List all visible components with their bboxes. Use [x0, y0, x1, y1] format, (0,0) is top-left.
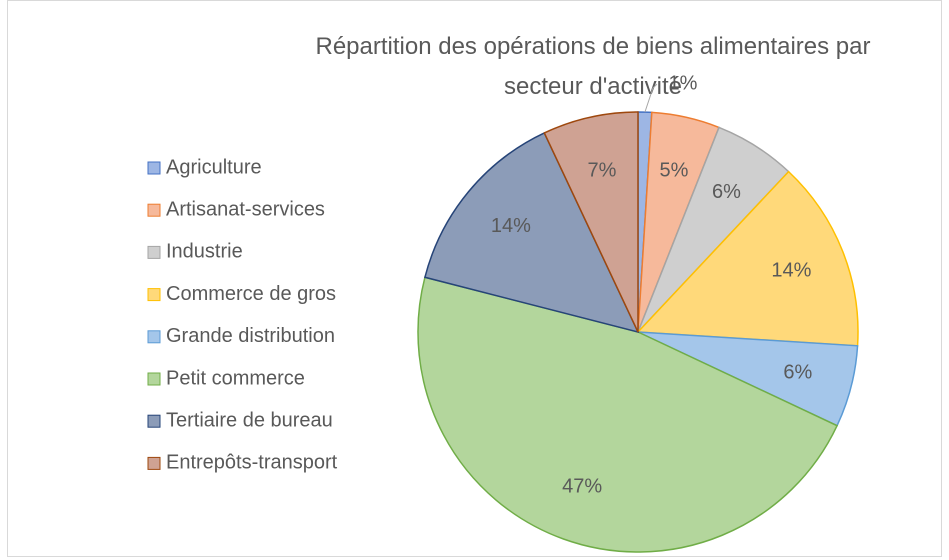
data-label: 1% [668, 72, 697, 94]
data-label: 14% [491, 215, 531, 237]
leader-line [644, 83, 658, 113]
legend-swatch [147, 161, 161, 175]
legend-swatch [147, 245, 161, 259]
legend-swatch [147, 203, 161, 217]
legend-swatch [147, 456, 161, 470]
data-label: 14% [771, 260, 811, 282]
data-label: 6% [712, 181, 741, 203]
chart-title: Répartition des opérations de biens alim… [316, 33, 871, 100]
data-label: 5% [660, 159, 689, 181]
legend-swatch [147, 330, 161, 344]
pie-slice [423, 131, 640, 334]
legend-label: Tertiaire de bureau [166, 409, 333, 431]
legend-label: Grande distribution [166, 325, 335, 347]
pie-slice [543, 111, 639, 333]
legend-label: Artisanat-services [166, 198, 325, 220]
legend-swatch [147, 288, 161, 302]
data-label: 6% [783, 361, 812, 383]
chart-title: Répartition des opérations de biens alim… [316, 33, 871, 100]
legend-swatch [147, 372, 161, 386]
legend-label: Petit commerce [166, 367, 305, 389]
pie-slice [417, 276, 839, 553]
legend-label: Industrie [166, 241, 243, 263]
legend-label: Agriculture [166, 156, 262, 178]
data-label: 7% [588, 159, 617, 181]
legend-label: Commerce de gros [166, 283, 336, 305]
legend-label: Entrepôts-transport [166, 452, 338, 474]
data-label: 47% [562, 476, 602, 498]
legend-swatch [147, 414, 161, 428]
pie-slice [636, 170, 859, 347]
